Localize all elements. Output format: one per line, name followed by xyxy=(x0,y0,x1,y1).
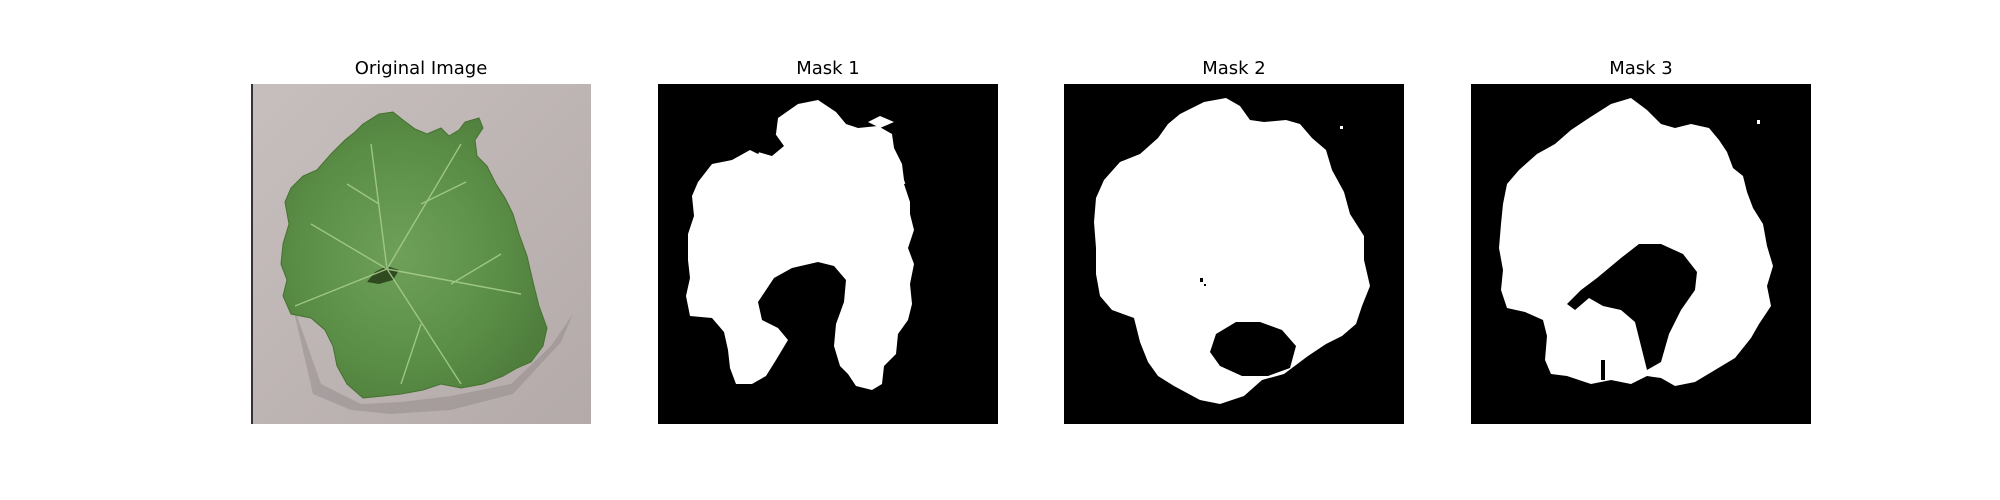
panel-title: Original Image xyxy=(354,58,488,79)
mask-3-image xyxy=(1471,84,1811,424)
panel-mask-2: Mask 2 xyxy=(1064,0,1404,500)
original-leaf-photo xyxy=(251,84,591,424)
mask-2-image xyxy=(1064,84,1404,424)
panel-mask-1: Mask 1 xyxy=(658,0,998,500)
panel-mask-3: Mask 3 xyxy=(1471,0,1811,500)
panel-title: Mask 2 xyxy=(1202,58,1266,79)
panel-title: Mask 1 xyxy=(796,58,860,79)
panel-original-image: Original Image xyxy=(251,0,591,500)
panel-title: Mask 3 xyxy=(1609,58,1673,79)
mask-1-image xyxy=(658,84,998,424)
